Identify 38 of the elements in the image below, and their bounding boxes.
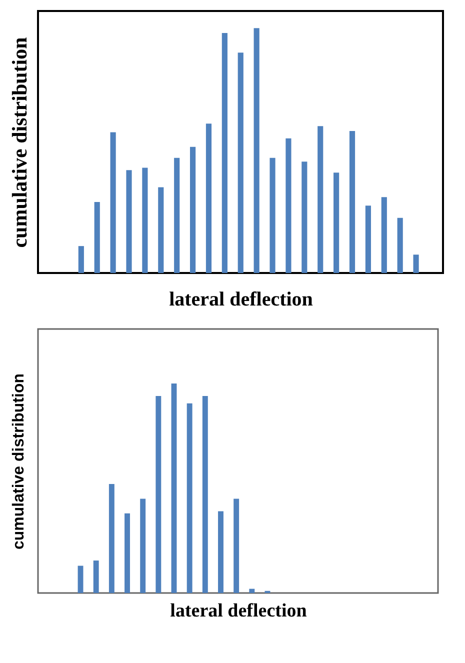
bar: [202, 396, 208, 593]
bar: [249, 588, 255, 593]
bar: [93, 560, 99, 593]
bar: [365, 206, 371, 273]
bar: [186, 403, 192, 593]
bar: [222, 33, 228, 273]
bar: [140, 498, 146, 593]
bar: [413, 254, 419, 273]
bar: [381, 197, 387, 273]
bar: [238, 52, 244, 273]
bar: [334, 172, 340, 273]
x-axis-title: lateral deflection: [169, 288, 313, 310]
bar: [78, 566, 84, 593]
bar: [286, 138, 292, 273]
y-axis-title: cumulative distribution: [8, 36, 32, 248]
bar: [397, 218, 403, 273]
bar: [190, 146, 196, 273]
y-axis-title: cumulative distribution: [10, 373, 28, 550]
bar: [318, 126, 324, 273]
bar: [156, 396, 162, 593]
bar: [78, 246, 84, 273]
bar: [270, 158, 276, 273]
bar: [349, 130, 356, 273]
bar: [94, 202, 100, 273]
bar: [142, 168, 148, 273]
bar: [254, 28, 260, 273]
bar: [234, 498, 240, 593]
x-axis-title: lateral deflection: [170, 600, 308, 622]
bar: [174, 158, 180, 273]
bar: [108, 484, 114, 593]
bar: [126, 170, 132, 273]
bar: [110, 132, 116, 273]
bar: [124, 513, 130, 593]
bar: [206, 124, 212, 273]
bar: [302, 162, 308, 273]
bar: [218, 511, 224, 593]
bar: [158, 187, 164, 273]
bar: [171, 383, 177, 593]
